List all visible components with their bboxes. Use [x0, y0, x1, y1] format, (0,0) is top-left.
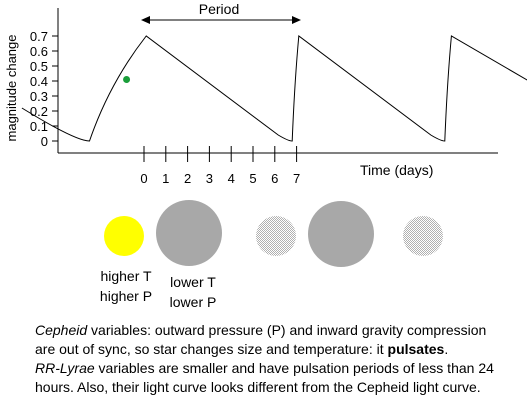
- caption-line-2-text: are out of sync, so star changes size an…: [35, 341, 388, 357]
- x-tick-label: 6: [271, 171, 278, 186]
- caption-rrlyrae-term: RR-Lyrae: [35, 360, 95, 376]
- x-tick-label: 7: [293, 171, 300, 186]
- x-tick-label: 5: [249, 171, 256, 186]
- current-phase-marker: [123, 76, 131, 83]
- y-tick-label: 0: [41, 134, 48, 149]
- period-arrow-left-head: [141, 16, 150, 24]
- caption-line-3: RR-Lyrae variables are smaller and have …: [35, 359, 515, 378]
- star-gray-large-2: [308, 201, 374, 267]
- star-cool-label-line1: lower T: [170, 274, 216, 290]
- y-tick-label: 0.5: [30, 59, 48, 74]
- x-tick-label: 3: [206, 171, 213, 186]
- star-cool-label: lower T lower P: [161, 272, 225, 312]
- x-tick-label: 4: [228, 171, 235, 186]
- explanation-caption: Cepheid variables: outward pressure (P) …: [35, 321, 515, 397]
- y-tick-label: 0.4: [30, 74, 48, 89]
- caption-line-2-end: .: [444, 341, 449, 357]
- period-label: Period: [199, 1, 239, 17]
- x-axis-title: Time (days): [360, 162, 433, 178]
- caption-pulsates-term: pulsates: [387, 341, 445, 357]
- x-tick-label: 2: [184, 171, 191, 186]
- y-tick-label: 0.3: [30, 89, 48, 104]
- caption-line-3-text: variables are smaller and have pulsation…: [94, 360, 494, 376]
- star-hot-label-line2: higher P: [99, 288, 153, 304]
- y-tick-label: 0.1: [30, 119, 48, 134]
- period-arrow-right-head: [292, 16, 301, 24]
- x-tick-label: 0: [140, 171, 147, 186]
- star-dithered-small-2: [403, 216, 443, 256]
- y-tick-label: 0.2: [30, 104, 48, 119]
- y-ticks: 0.70.60.50.40.30.20.10: [30, 29, 58, 149]
- x-tick-label: 1: [162, 171, 169, 186]
- caption-cepheid-term: Cepheid: [35, 322, 88, 338]
- star-cool-label-line2: lower P: [169, 294, 217, 310]
- caption-line-1-text: variables: outward pressure (P) and inwa…: [87, 322, 487, 338]
- star-gray-large: [156, 200, 222, 266]
- y-tick-label: 0.6: [30, 44, 48, 59]
- caption-line-2: are out of sync, so star changes size an…: [35, 340, 515, 359]
- light-curve: [21, 35, 527, 142]
- y-tick-label: 0.7: [30, 29, 48, 44]
- caption-line-1: Cepheid variables: outward pressure (P) …: [35, 321, 515, 340]
- period-arrow: [141, 16, 301, 24]
- y-axis-title: magnitude change: [4, 35, 19, 142]
- star-hot-label-line1: higher T: [100, 268, 152, 284]
- star-dithered-small: [256, 216, 296, 256]
- caption-line-4: hours. Also, their light curve looks dif…: [35, 379, 481, 395]
- star-yellow-small: [104, 216, 144, 256]
- star-hot-label: higher T higher P: [94, 266, 158, 306]
